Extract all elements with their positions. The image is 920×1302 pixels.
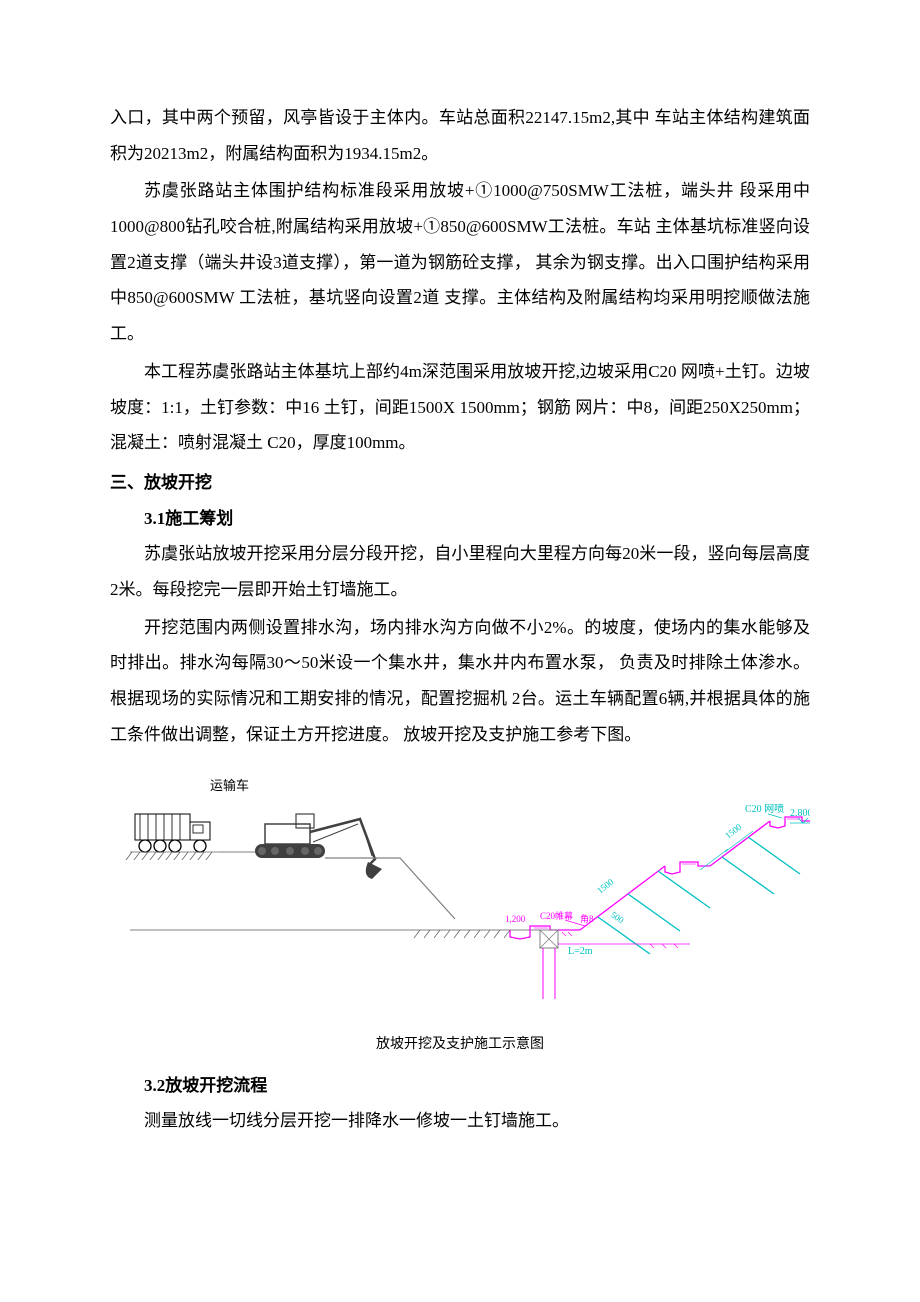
slope-hatch [534, 819, 800, 928]
paragraph-1: 入口，其中两个预留，风亭皆设于主体内。车站总面积22147.15m2,其中 车站… [110, 100, 810, 171]
label-angle: 角8 [580, 913, 594, 924]
paragraph-2: 苏虞张路站主体围护结构标准段采用放坡+①1000@750SMW工法桩，端头井 段… [110, 173, 810, 351]
paragraph-6: 测量放线一切线分层开挖一排降水一修坡一土钉墙施工。 [110, 1103, 810, 1139]
label-500: 500 [609, 909, 626, 925]
truck-icon [135, 814, 210, 852]
pile-detail: L=2m [540, 930, 690, 999]
paragraph-3: 本工程苏虞张路站主体基坑上部约4m深范围采用放坡开挖,边坡采用C20 网喷+土钉… [110, 354, 810, 461]
label-elevation: 2.800 [790, 808, 810, 819]
ground-hatch-left [126, 852, 220, 860]
paragraph-5: 开挖范围内两侧设置排水沟，场内排水沟方向做不小2%。的坡度，使场内的集水能够及时… [110, 610, 810, 753]
diagram-svg: 1500 1500 C20 网喷 2.800 1,200 C20帷幕 角8 50… [110, 804, 810, 1014]
excavation-diagram: 运输车 [110, 772, 810, 1059]
dimensions-upper: 1500 1500 [595, 821, 753, 895]
label-c20-curtain: C20帷幕 [540, 910, 573, 921]
upper-ground-line [220, 852, 455, 919]
label-c20-mesh: C20 网喷 [745, 804, 784, 815]
subsection-heading-3-2: 3.2放坡开挖流程 [110, 1068, 810, 1104]
excavator-icon [255, 814, 382, 879]
dim-1500-b: 1500 [595, 876, 616, 895]
truck-label: 运输车 [210, 772, 810, 799]
paragraph-4: 苏虞张站放坡开挖采用分层分段开挖，自小里程向大里程方向每20米一段，竖向每层高度… [110, 536, 810, 607]
subsection-heading-3-1: 3.1施工筹划 [110, 501, 810, 537]
top-labels: C20 网喷 2.800 [745, 804, 810, 823]
section-heading-3: 三、放坡开挖 [110, 465, 810, 501]
soil-nails [598, 837, 800, 954]
label-pile-length: L=2m [568, 946, 593, 957]
lower-ground-line [130, 930, 540, 938]
dim-1500-a: 1500 [723, 821, 744, 840]
diagram-caption: 放坡开挖及支护施工示意图 [110, 1030, 810, 1059]
label-1200: 1,200 [505, 914, 526, 924]
